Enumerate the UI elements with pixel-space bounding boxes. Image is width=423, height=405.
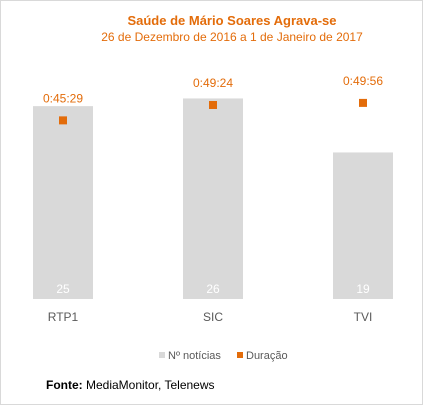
duration-point-tvi (359, 98, 367, 107)
duration-value-label: 0:45:29 (43, 91, 83, 105)
source-note: Fonte: MediaMonitor, Telenews (46, 378, 215, 392)
duration-point-rtp1 (59, 116, 67, 125)
bar-rtp1 (33, 106, 93, 300)
category-label: RTP1 (48, 310, 79, 324)
duration-value-label: 0:49:24 (193, 76, 233, 90)
bar-value-label: 25 (56, 282, 70, 296)
chart-title: Saúde de Mário Soares Agrava-se (127, 13, 336, 28)
legend-swatch-count (159, 352, 165, 358)
duration-point-sic (209, 100, 217, 109)
category-label: SIC (203, 310, 223, 324)
source-label: Fonte: (46, 378, 83, 392)
bar-tvi (333, 152, 393, 299)
legend-label-count: Nº notícias (168, 350, 221, 362)
legend-label-duration: Duração (246, 350, 288, 362)
category-label: TVI (354, 310, 373, 324)
duration-value-label: 0:49:56 (343, 74, 383, 88)
plot-area: 25 0:45:29 RTP1 26 0:49:24 SIC 19 0:49:56 TVI (33, 74, 393, 324)
chart-subtitle: 26 de Dezembro de 2016 a 1 de Janeiro de… (101, 30, 363, 44)
bar-value-label: 19 (356, 282, 370, 296)
bar-value-label: 26 (206, 282, 220, 296)
legend-swatch-duration (237, 352, 243, 358)
legend: Nº notícias Duração (159, 350, 288, 362)
source-text: MediaMonitor, Telenews (82, 378, 215, 392)
bar-sic (183, 98, 243, 299)
